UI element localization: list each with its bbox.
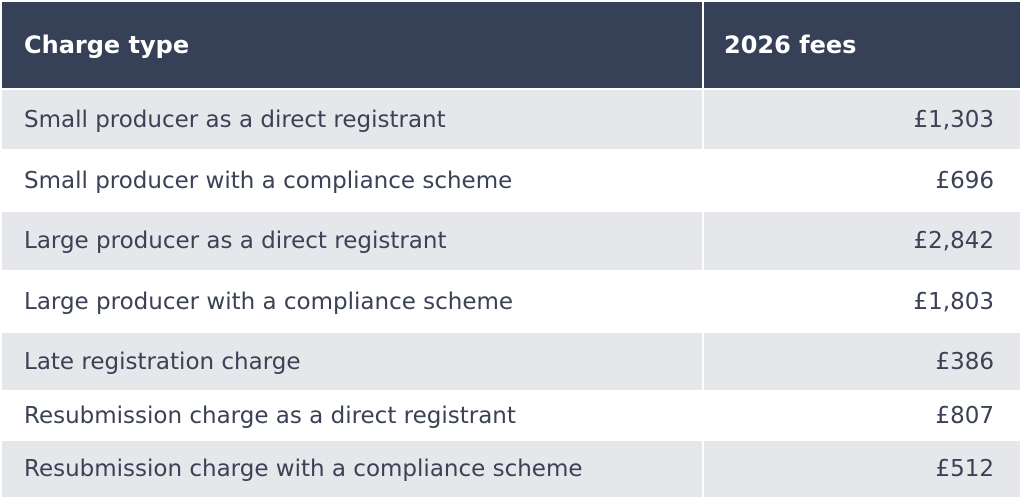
charge-type-cell: Large producer as a direct registrant [2,212,702,270]
fee-cell: £696 [704,151,1020,210]
charge-type-cell: Small producer with a compliance scheme [2,151,702,210]
header-cell: Charge type [2,2,702,88]
charge-type-cell: Resubmission charge with a compliance sc… [2,441,702,497]
fee-cell: £512 [704,441,1020,497]
header-cell: 2026 fees [704,2,1020,88]
charge-type-cell: Resubmission charge as a direct registra… [2,392,702,439]
charge-type-cell: Large producer with a compliance scheme [2,272,702,331]
fee-cell: £807 [704,392,1020,439]
fee-cell: £1,303 [704,90,1020,149]
fee-cell: £2,842 [704,212,1020,270]
charge-type-cell: Late registration charge [2,333,702,390]
fee-cell: £1,803 [704,272,1020,331]
fee-cell: £386 [704,333,1020,390]
charge-type-cell: Small producer as a direct registrant [2,90,702,149]
